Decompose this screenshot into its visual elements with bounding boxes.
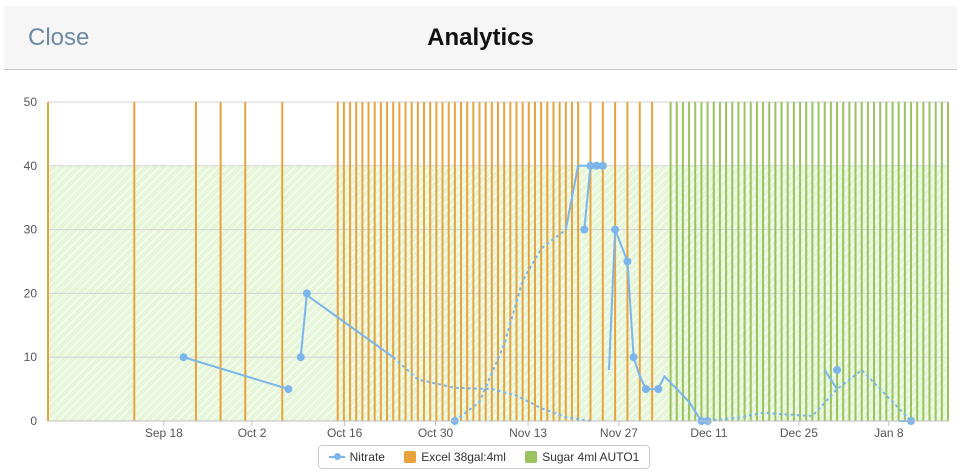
nitrate-point <box>592 161 601 170</box>
nitrate-dashed-line <box>454 228 567 422</box>
y-tick-label: 10 <box>24 350 38 364</box>
header-bar: Close Analytics <box>4 6 957 70</box>
nitrate-point <box>598 161 607 170</box>
x-tick-label: Dec 25 <box>780 426 818 440</box>
legend-item-sugar[interactable]: Sugar 4ml AUTO1 <box>525 450 639 464</box>
chart-legend: Nitrate Excel 38gal:4ml Sugar 4ml AUTO1 <box>318 445 650 469</box>
legend-label-sugar: Sugar 4ml AUTO1 <box>542 450 640 464</box>
x-tick-label: Oct 16 <box>327 426 363 440</box>
nitrate-point <box>611 225 620 234</box>
page-title: Analytics <box>427 24 534 51</box>
y-tick-label: 0 <box>30 414 37 428</box>
nitrate-point <box>302 289 311 298</box>
nitrate-point <box>284 385 293 394</box>
x-tick-label: Nov 13 <box>509 426 547 440</box>
x-tick-label: Jan 8 <box>874 426 904 440</box>
nitrate-point <box>641 385 650 394</box>
nitrate-symbol-icon <box>328 453 345 460</box>
nitrate-point <box>580 225 589 234</box>
sugar-symbol-icon <box>525 451 538 463</box>
nitrate-point <box>654 385 663 394</box>
nitrate-line <box>823 369 838 390</box>
y-tick-label: 50 <box>24 95 38 109</box>
x-tick-label: Oct 2 <box>238 426 267 440</box>
nitrate-line <box>303 292 394 359</box>
nitrate-line <box>299 293 308 358</box>
nitrate-point <box>623 257 632 266</box>
excel-symbol-icon <box>404 451 417 463</box>
y-tick-label: 30 <box>24 223 38 237</box>
analytics-chart: 0 10 20 30 40 50 Sep 18 Oct 2 Oct 16 Oct 30 Nov 13… <box>24 95 949 440</box>
x-tick-label: Oct 30 <box>418 426 454 440</box>
legend-item-excel[interactable]: Excel 38gal:4ml <box>404 450 506 464</box>
legend-label-excel: Excel 38gal:4ml <box>421 450 506 464</box>
legend-item-nitrate[interactable]: Nitrate <box>328 450 385 464</box>
nitrate-point <box>629 353 638 362</box>
nitrate-point <box>833 365 842 374</box>
y-tick-label: 20 <box>24 286 38 300</box>
x-tick-label: Dec 11 <box>690 426 727 440</box>
y-tick-label: 40 <box>24 159 38 173</box>
close-button[interactable]: Close <box>28 24 90 51</box>
nitrate-line <box>583 165 592 230</box>
nitrate-point <box>296 353 305 362</box>
nitrate-dashed-line <box>392 356 591 422</box>
x-tick-label: Nov 27 <box>600 426 638 440</box>
nitrate-line <box>183 356 289 391</box>
nitrate-point <box>179 353 188 362</box>
nitrate-point <box>586 161 595 170</box>
legend-label-nitrate: Nitrate <box>349 450 385 464</box>
x-tick-label: Sep 18 <box>145 426 183 440</box>
